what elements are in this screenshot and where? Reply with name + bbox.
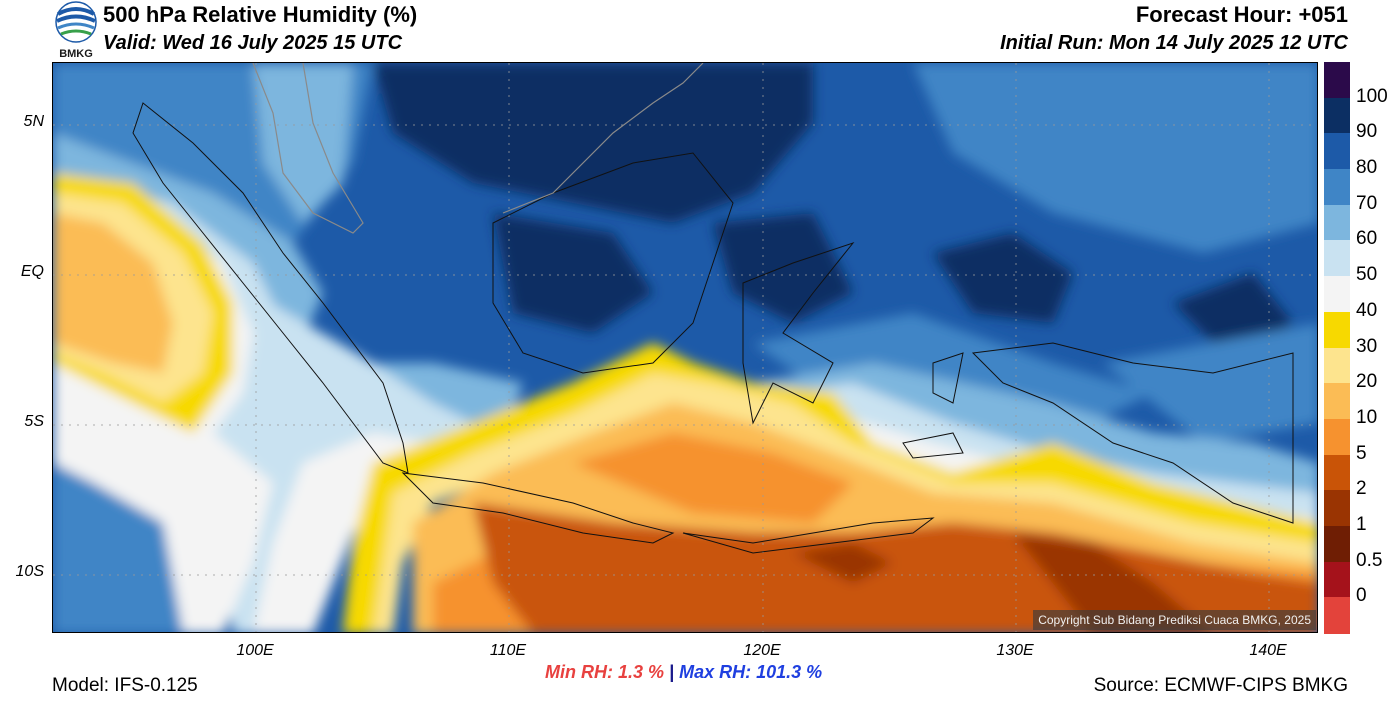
humidity-map [52, 62, 1318, 633]
colorbar-segment [1324, 525, 1350, 563]
lon-label-130e: 130E [996, 642, 1034, 659]
valid-time: Valid: Wed 16 July 2025 15 UTC [103, 32, 403, 54]
colorbar-segment [1324, 454, 1350, 491]
max-rh: Max RH: 101.3 % [679, 662, 823, 682]
colorbar-label: 40 [1356, 299, 1378, 321]
min-rh: Min RH: 1.3 % [545, 662, 665, 682]
colorbar-segment [1324, 561, 1350, 598]
stats-separator: | [669, 662, 675, 682]
lat-label-eq: EQ [20, 263, 44, 280]
lat-label-10s: 10S [15, 563, 44, 580]
colorbar-label: 30 [1356, 335, 1378, 357]
colorbar-segment [1324, 169, 1350, 206]
colorbar-segment [1324, 418, 1350, 456]
rh-stats: Min RH: 1.3 % | Max RH: 101.3 % [545, 662, 822, 683]
chart-title: 500 hPa Relative Humidity (%) [103, 2, 418, 27]
colorbar-label: 100 [1356, 85, 1388, 107]
bmkg-logo: BMKG [52, 0, 100, 60]
colorbar-label: 60 [1356, 228, 1378, 250]
colorbar [1324, 62, 1350, 634]
colorbar-segment [1324, 490, 1350, 527]
colorbar-segment [1324, 311, 1350, 348]
colorbar-label: 1 [1356, 513, 1367, 535]
lat-label-5s: 5S [24, 413, 44, 430]
forecast-hour: Forecast Hour: +051 [1135, 2, 1348, 27]
colorbar-label: 20 [1356, 371, 1378, 393]
colorbar-label: 5 [1356, 442, 1367, 464]
colorbar-segment [1324, 240, 1350, 277]
model-label: Model: IFS-0.125 [52, 675, 198, 696]
lon-label-110e: 110E [489, 642, 527, 659]
colorbar-label: 2 [1356, 478, 1367, 500]
lon-label-100e: 100E [236, 642, 274, 659]
logo-text: BMKG [59, 48, 93, 60]
colorbar-segment [1324, 62, 1350, 99]
colorbar-label: 0 [1356, 585, 1367, 607]
colorbar-label: 50 [1356, 264, 1378, 286]
colorbar-segment [1324, 347, 1350, 384]
colorbar-segment [1324, 204, 1350, 241]
colorbar-label: 80 [1356, 157, 1378, 179]
colorbar-segment [1324, 383, 1350, 420]
colorbar-segment [1324, 597, 1350, 634]
colorbar-segment [1324, 276, 1350, 313]
colorbar-label: 70 [1356, 192, 1378, 214]
initial-run: Initial Run: Mon 14 July 2025 12 UTC [1000, 32, 1348, 54]
colorbar-label: 10 [1356, 406, 1378, 428]
colorbar-segment [1324, 97, 1350, 134]
lat-label-5n: 5N [23, 113, 44, 130]
lon-label-120e: 120E [743, 642, 781, 659]
colorbar-segment [1324, 133, 1350, 170]
lon-label-140e: 140E [1249, 642, 1287, 659]
colorbar-label: 90 [1356, 121, 1378, 143]
source-label: Source: ECMWF-CIPS BMKG [1093, 675, 1348, 696]
colorbar-label: 0.5 [1356, 549, 1383, 571]
copyright-notice: Copyright Sub Bidang Prediksi Cuaca BMKG… [1033, 610, 1316, 630]
